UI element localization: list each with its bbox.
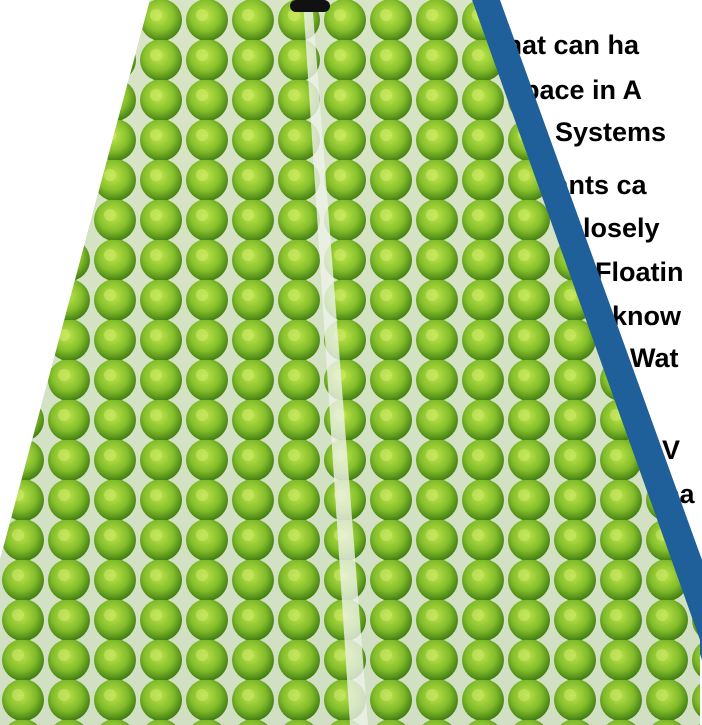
- lettuce-raft: [0, 0, 702, 725]
- top-object: [290, 0, 330, 12]
- lettuce-photo: [0, 0, 702, 725]
- screen: What can haspace in ASystemsPlants caclo…: [0, 0, 702, 725]
